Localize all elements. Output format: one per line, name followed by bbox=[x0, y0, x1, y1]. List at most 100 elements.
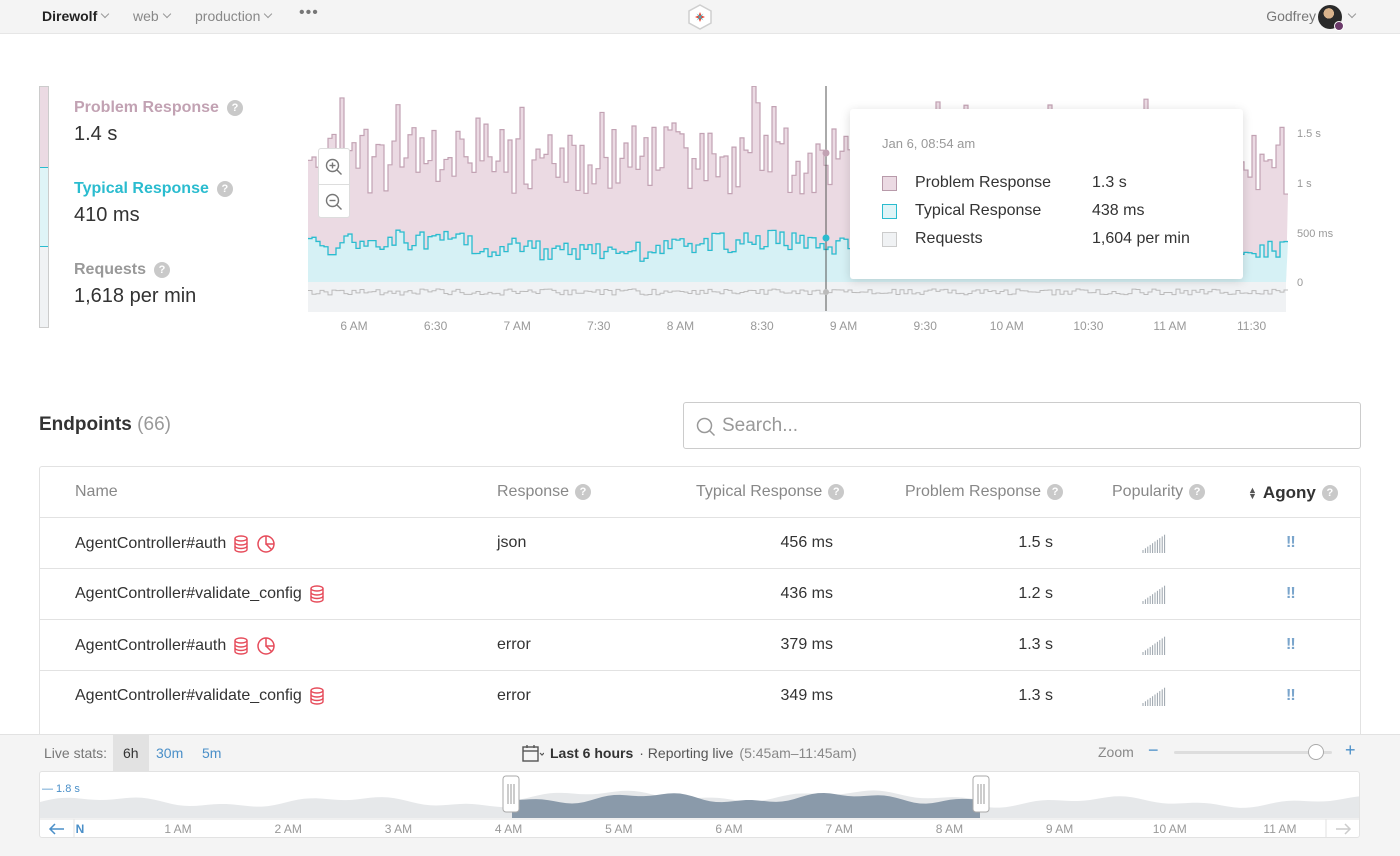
y-tick-label: 0 bbox=[1297, 277, 1303, 289]
response-type: json bbox=[497, 534, 527, 551]
metric-legend-bar bbox=[39, 86, 49, 328]
help-icon[interactable]: ? bbox=[226, 100, 243, 116]
logo-icon[interactable] bbox=[688, 4, 712, 30]
table-row[interactable]: AgentController#auth error 379 ms 1.3 s!! bbox=[40, 619, 1360, 670]
tooltip-row-typical: Typical Response 438 ms bbox=[882, 202, 1222, 220]
help-icon[interactable]: ? bbox=[216, 181, 233, 197]
overview-tick-label: 1 AM bbox=[164, 822, 191, 836]
search-input[interactable] bbox=[722, 411, 1342, 441]
y-tick-label: 1.5 s bbox=[1297, 128, 1321, 140]
endpoint-name[interactable]: AgentController#auth bbox=[75, 636, 276, 656]
zoom-in-icon bbox=[325, 158, 342, 175]
zoom-slider[interactable] bbox=[1174, 744, 1332, 760]
endpoint-name[interactable]: AgentController#validate_config bbox=[75, 687, 324, 705]
range-6h[interactable]: 6h bbox=[113, 735, 149, 771]
metric-problem-response[interactable]: Problem Response? 1.4 s bbox=[74, 99, 243, 146]
endpoint-name[interactable]: AgentController#validate_config bbox=[75, 585, 324, 603]
table-row[interactable]: AgentController#auth json 456 ms 1.5 s!! bbox=[40, 517, 1360, 568]
col-header-typical[interactable]: Typical Response? bbox=[696, 483, 845, 501]
arrow-left-icon bbox=[48, 823, 64, 835]
time-period[interactable]: Last 6 hours · Reporting live (5:45am–11:4… bbox=[522, 744, 857, 762]
requests-line bbox=[308, 288, 1288, 296]
timeline-overview[interactable]: — 1.8 s N 1 AM 2 AM 3 AM 4 AM 5 AM 6 AM 7 AM 8 A… bbox=[39, 771, 1360, 838]
col-header-popularity[interactable]: Popularity? bbox=[1112, 483, 1206, 501]
chart-zoom-controls bbox=[318, 148, 350, 218]
range-handle-right[interactable] bbox=[972, 775, 990, 813]
user-name[interactable]: Godfrey bbox=[1266, 8, 1316, 24]
problem-response-value: 1.3 s bbox=[1018, 687, 1053, 704]
agony-indicator: !! bbox=[1286, 585, 1296, 602]
zoom-out-button[interactable] bbox=[319, 184, 349, 219]
timeline-back-button[interactable] bbox=[48, 823, 64, 835]
metric-requests[interactable]: Requests? 1,618 per min bbox=[74, 261, 197, 307]
more-menu-button[interactable]: ••• bbox=[299, 4, 319, 21]
env-switcher-production[interactable]: production bbox=[195, 8, 273, 24]
help-icon[interactable]: ? bbox=[828, 484, 845, 500]
x-tick-label: 8:30 bbox=[750, 319, 774, 333]
overview-tick-label: 4 AM bbox=[495, 822, 522, 836]
problem-response-value: 1.3 s bbox=[1018, 636, 1053, 653]
avatar[interactable] bbox=[1318, 5, 1344, 31]
popularity-bars bbox=[1141, 583, 1167, 605]
endpoint-name[interactable]: AgentController#auth bbox=[75, 534, 276, 554]
overview-tick-label: 9 AM bbox=[1046, 822, 1073, 836]
metric-typical-response[interactable]: Typical Response? 410 ms bbox=[74, 180, 233, 227]
tooltip-time: Jan 6, 08:54 am bbox=[882, 136, 976, 151]
col-header-problem[interactable]: Problem Response? bbox=[905, 483, 1064, 501]
typical-response-value: 349 ms bbox=[780, 687, 833, 704]
zoom-plus-button[interactable]: + bbox=[1345, 740, 1356, 760]
range-5m[interactable]: 5m bbox=[202, 745, 222, 761]
help-icon[interactable]: ? bbox=[1047, 484, 1064, 500]
response-type: error bbox=[497, 687, 531, 704]
x-tick-label: 10 AM bbox=[990, 319, 1024, 333]
env-switcher-web[interactable]: web bbox=[133, 8, 171, 24]
y-tick-label: 1 s bbox=[1297, 178, 1312, 190]
swatch-icon bbox=[882, 203, 897, 219]
popularity-icon bbox=[1142, 585, 1166, 604]
help-icon[interactable]: ? bbox=[1189, 484, 1206, 500]
x-tick-label: 8 AM bbox=[667, 319, 694, 333]
popularity-bars bbox=[1141, 532, 1167, 554]
database-icon bbox=[310, 687, 324, 705]
sort-icon: ▲ ▼ bbox=[1248, 485, 1257, 501]
timeline-forward-button[interactable] bbox=[1336, 823, 1352, 835]
metric-value: 1,618 per min bbox=[74, 285, 197, 307]
help-icon[interactable]: ? bbox=[575, 484, 592, 500]
arrow-right-icon bbox=[1336, 823, 1352, 835]
agony-indicator: !! bbox=[1286, 687, 1296, 704]
chevron-down-icon bbox=[162, 9, 171, 19]
avatar-badge-icon bbox=[1334, 21, 1344, 31]
agony-indicator: !! bbox=[1286, 636, 1296, 653]
range-handle-left[interactable] bbox=[502, 775, 520, 813]
zoom-label: Zoom bbox=[1098, 744, 1134, 760]
chevron-down-icon[interactable] bbox=[1347, 9, 1357, 19]
pie-chart-icon bbox=[257, 637, 275, 655]
calendar-icon bbox=[522, 745, 544, 762]
zoom-minus-button[interactable]: − bbox=[1148, 740, 1159, 760]
top-bar: Direwolf web production ••• Godfrey bbox=[0, 0, 1400, 34]
metric-value: 410 ms bbox=[74, 204, 140, 226]
x-tick-label: 7:30 bbox=[587, 319, 611, 333]
help-icon[interactable]: ? bbox=[154, 262, 171, 278]
range-30m[interactable]: 30m bbox=[156, 745, 184, 761]
popularity-bars bbox=[1141, 685, 1167, 707]
chart-tooltip: Jan 6, 08:54 am Problem Response 1.3 s Ty… bbox=[850, 109, 1243, 279]
chevron-down-icon bbox=[100, 9, 110, 19]
tooltip-row-problem: Problem Response 1.3 s bbox=[882, 174, 1222, 192]
popularity-icon bbox=[1142, 636, 1166, 655]
search-box[interactable] bbox=[683, 402, 1361, 449]
app-switcher[interactable]: Direwolf bbox=[42, 8, 110, 24]
col-header-agony[interactable]: ▲ ▼ Agony? bbox=[1248, 483, 1338, 503]
table-row[interactable]: AgentController#validate_config 436 ms 1.2… bbox=[40, 568, 1360, 619]
chevron-down-icon bbox=[264, 9, 273, 19]
table-row[interactable]: AgentController#validate_config error 349 … bbox=[40, 670, 1360, 721]
zoom-in-button[interactable] bbox=[319, 149, 349, 184]
col-header-name[interactable]: Name bbox=[75, 483, 118, 500]
x-tick-label: 10:30 bbox=[1073, 319, 1103, 333]
col-header-response[interactable]: Response? bbox=[497, 483, 592, 501]
zoom-slider-handle[interactable] bbox=[1308, 744, 1324, 760]
x-tick-label: 6 AM bbox=[340, 319, 367, 333]
timeline-bar: Live stats: 6h 30m 5m Last 6 hours · Repo… bbox=[0, 734, 1400, 856]
help-icon[interactable]: ? bbox=[1321, 485, 1338, 501]
endpoints-title: Endpoints (66) bbox=[39, 414, 171, 435]
